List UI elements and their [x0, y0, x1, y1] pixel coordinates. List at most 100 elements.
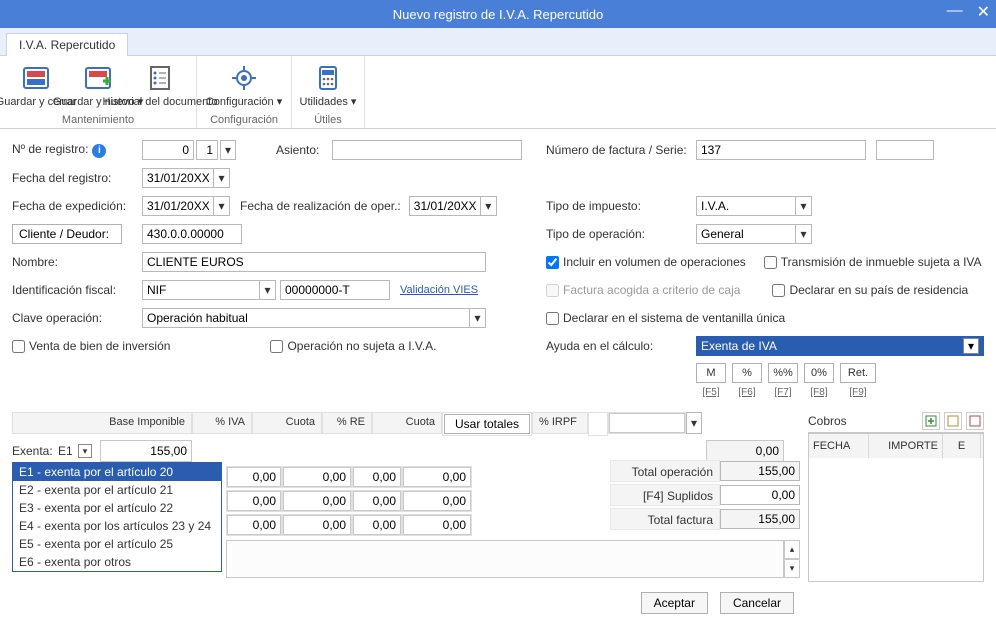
venta-bien-checkbox[interactable]: Venta de bien de inversión — [12, 339, 170, 353]
fecha-realizacion-input[interactable] — [409, 196, 481, 216]
exenta-option[interactable]: E2 - exenta por el artículo 21 — [13, 481, 221, 499]
tipo-operacion-label: Tipo de operación: — [546, 227, 696, 241]
cobros-edit-button[interactable] — [944, 412, 962, 430]
cell — [283, 467, 351, 487]
tipo-impuesto-dropdown-icon[interactable]: ▾ — [796, 196, 812, 216]
exenta-option[interactable]: E4 - exenta por los artículos 23 y 24 — [13, 517, 221, 535]
asiento-input[interactable] — [332, 140, 522, 160]
scroll-down-icon[interactable]: ▾ — [784, 559, 800, 578]
calc-pctpct-button[interactable]: %% — [768, 363, 798, 383]
nregistro-label: Nº de registro:i — [12, 142, 142, 158]
col-re: % RE — [322, 412, 372, 434]
calc-key-f5: [F5] — [696, 387, 726, 398]
usar-totales-button[interactable]: Usar totales — [444, 414, 530, 434]
ribbon-group-label: Mantenimiento — [8, 114, 188, 126]
utilidades-button[interactable]: Utilidades ▾ — [300, 60, 356, 110]
validacion-vies-link[interactable]: Validación VIES — [400, 284, 478, 296]
date-dropdown-icon[interactable]: ▾ — [481, 196, 497, 216]
exenta-option[interactable]: E5 - exenta por el artículo 25 — [13, 535, 221, 553]
calc-m-button[interactable]: M — [696, 363, 726, 383]
cliente-deudor-button[interactable]: Cliente / Deudor: — [12, 224, 122, 244]
ribbon-group-label: Configuración — [205, 114, 283, 126]
incluir-volumen-checkbox[interactable]: Incluir en volumen de operaciones — [546, 255, 746, 269]
exenta-code: E1 — [58, 444, 78, 458]
ident-tipo-dropdown-icon[interactable]: ▾ — [260, 280, 276, 300]
cliente-deudor-input[interactable] — [142, 224, 242, 244]
cell — [283, 515, 351, 535]
exenta-option[interactable]: E1 - exenta por el artículo 20 — [13, 463, 221, 481]
cancelar-button[interactable]: Cancelar — [720, 592, 794, 614]
date-dropdown-icon[interactable]: ▾ — [214, 196, 230, 216]
calc-key-f9: [F9] — [840, 387, 876, 398]
asiento-label: Asiento: — [276, 143, 332, 157]
exenta-dropdown[interactable]: E1 - exenta por el artículo 20 E2 - exen… — [12, 462, 222, 572]
gear-icon — [228, 62, 260, 94]
declarar-ventanilla-checkbox[interactable]: Declarar en el sistema de ventanilla úni… — [546, 311, 785, 325]
serie-input[interactable] — [876, 140, 934, 160]
ayuda-calculo-select[interactable]: Exenta de IVA ▾ — [696, 336, 984, 356]
tipo-impuesto-label: Tipo de impuesto: — [546, 199, 696, 213]
exenta-value-input[interactable] — [100, 440, 192, 462]
suplidos-label: [F4] Suplidos — [610, 484, 720, 506]
nregistro-a-input[interactable] — [142, 140, 194, 160]
oper-no-sujeta-checkbox[interactable]: Operación no sujeta a I.V.A. — [270, 339, 436, 353]
calc-key-f7: [F7] — [768, 387, 798, 398]
fecha-registro-input[interactable] — [142, 168, 214, 188]
irpf-dropdown-icon[interactable]: ▾ — [686, 412, 702, 434]
total-operacion-value — [720, 461, 800, 481]
nregistro-dropdown-icon[interactable]: ▾ — [220, 140, 236, 160]
exenta-dropdown-toggle[interactable]: ▾ — [78, 444, 92, 458]
cobros-col-fecha: FECHA — [809, 434, 869, 458]
fecha-realizacion-label: Fecha de realización de oper.: — [240, 199, 401, 213]
scroll-up-icon[interactable]: ▴ — [784, 540, 800, 559]
minimize-icon[interactable]: — — [947, 2, 963, 22]
titlebar: Nuevo registro de I.V.A. Repercutido — ✕ — [0, 0, 996, 28]
factura-caja-checkbox: Factura acogida a criterio de caja — [546, 283, 740, 297]
save-close-icon — [20, 62, 52, 94]
calc-key-f8: [F8] — [804, 387, 834, 398]
info-icon[interactable]: i — [92, 144, 106, 158]
fecha-registro-label: Fecha del registro: — [12, 171, 142, 185]
ident-tipo-select[interactable] — [142, 280, 260, 300]
ribbon-group-label: Útiles — [300, 114, 356, 126]
cobros-add-button[interactable] — [922, 412, 940, 430]
tab-iva-repercutido[interactable]: I.V.A. Repercutido — [6, 33, 128, 56]
calc-zero-button[interactable]: 0% — [804, 363, 834, 383]
nombre-input[interactable] — [142, 252, 486, 272]
tipo-impuesto-select[interactable] — [696, 196, 796, 216]
clave-dropdown-icon[interactable]: ▾ — [470, 308, 486, 328]
fecha-expedicion-input[interactable] — [142, 196, 214, 216]
exenta-option[interactable]: E6 - exenta por otros — [13, 553, 221, 571]
ident-fiscal-label: Identificación fiscal: — [12, 283, 142, 297]
transmision-inmueble-checkbox[interactable]: Transmisión de inmueble sujeta a IVA — [764, 255, 982, 269]
cell — [353, 467, 401, 487]
cobros-col-importe: IMPORTE — [869, 434, 943, 458]
cell — [283, 491, 351, 511]
clave-operacion-select[interactable] — [142, 308, 470, 328]
close-icon[interactable]: ✕ — [977, 2, 990, 22]
calc-ret-button[interactable]: Ret. — [840, 363, 876, 383]
num-factura-input[interactable] — [696, 140, 866, 160]
cobros-delete-button[interactable] — [966, 412, 984, 430]
tab-label: I.V.A. Repercutido — [19, 38, 115, 52]
notes-textarea[interactable] — [226, 540, 784, 578]
col-cuota: Cuota — [252, 412, 322, 434]
ident-num-input[interactable] — [280, 280, 390, 300]
declarar-pais-checkbox[interactable]: Declarar en su país de residencia — [772, 283, 968, 297]
nombre-label: Nombre: — [12, 255, 142, 269]
irpf-value — [706, 440, 784, 462]
cobros-title: Cobros — [808, 414, 918, 428]
irpf-blank-input[interactable] — [609, 413, 685, 433]
aceptar-button[interactable]: Aceptar — [641, 592, 708, 614]
tipo-operacion-dropdown-icon[interactable]: ▾ — [796, 224, 812, 244]
fecha-expedicion-label: Fecha de expedición: — [12, 199, 142, 213]
cell — [227, 515, 281, 535]
nregistro-b-input[interactable] — [196, 140, 218, 160]
date-dropdown-icon[interactable]: ▾ — [214, 168, 230, 188]
suplidos-input[interactable] — [720, 485, 800, 505]
tabstrip: I.V.A. Repercutido — [0, 28, 996, 56]
tipo-operacion-select[interactable] — [696, 224, 796, 244]
calc-pct-button[interactable]: % — [732, 363, 762, 383]
exenta-option[interactable]: E3 - exenta por el artículo 22 — [13, 499, 221, 517]
chevron-down-icon: ▾ — [351, 96, 357, 108]
